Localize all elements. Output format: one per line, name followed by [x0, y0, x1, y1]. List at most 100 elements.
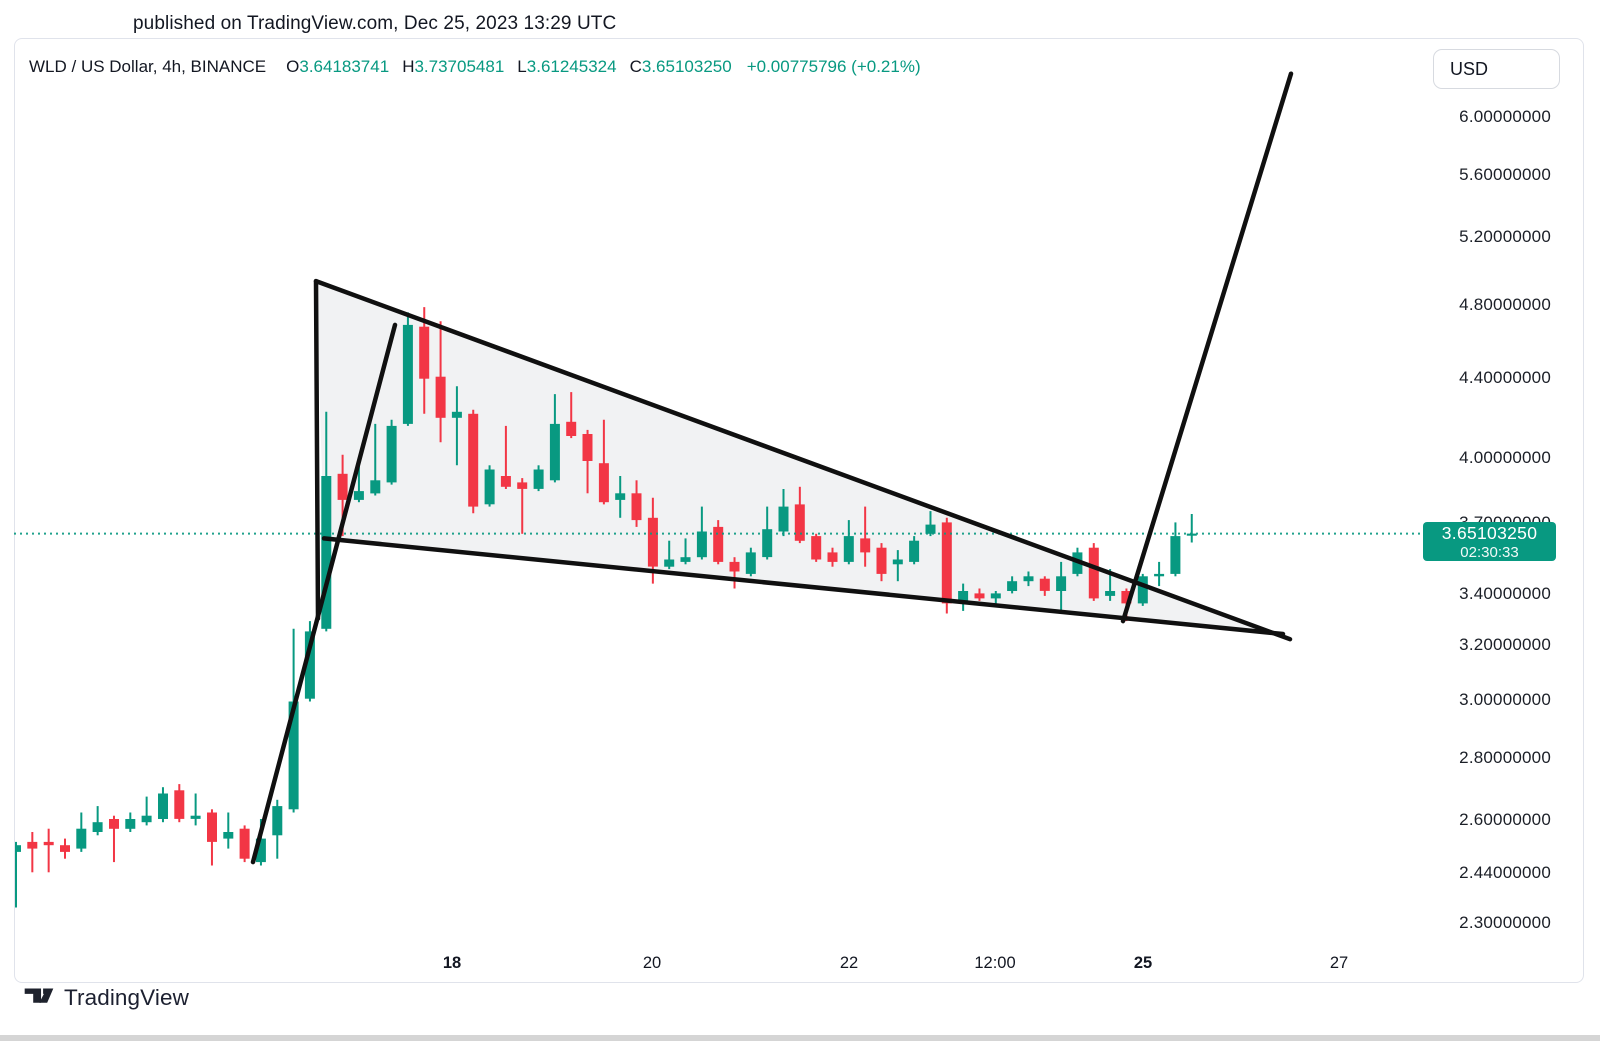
candle-body — [1137, 576, 1148, 604]
time-tick-label: 25 — [1133, 954, 1153, 972]
time-tick-label: 27 — [1329, 954, 1349, 972]
candle-body — [1186, 533, 1197, 536]
candle-body — [15, 845, 21, 852]
symbol-legend: WLD / US Dollar, 4h, BINANCE O3.64183741… — [29, 57, 921, 77]
tradingview-logo-text: TradingView — [64, 985, 189, 1010]
price-tick-label: 2.60000000 — [1459, 810, 1551, 829]
price-change: +0.00775796 (+0.21%) — [746, 57, 921, 76]
tradingview-logo-icon — [24, 988, 54, 1003]
candle-body — [1105, 591, 1116, 596]
time-tick-label: 18 — [442, 954, 462, 972]
ohlc-low: L3.61245324 — [517, 57, 617, 76]
candle-body — [1154, 573, 1165, 577]
candle-body — [794, 504, 805, 541]
candle-body — [1039, 578, 1050, 591]
candle-body — [288, 701, 299, 810]
candle-body — [451, 411, 462, 418]
candle-body — [158, 793, 168, 819]
bottom-strip — [0, 1035, 1600, 1041]
candle-body — [125, 819, 136, 829]
candle-body — [974, 593, 985, 599]
candle-body — [533, 469, 544, 489]
candle-body — [729, 561, 740, 572]
candle-body — [843, 536, 854, 562]
candle-body — [76, 828, 87, 849]
candle-body — [549, 423, 560, 481]
candle-body — [941, 522, 952, 604]
price-tick-label: 2.30000000 — [1459, 913, 1551, 932]
candle-body — [1007, 581, 1018, 591]
candle-body — [582, 434, 593, 461]
ohlc-open: O3.64183741 — [286, 57, 390, 76]
price-tick-label: 4.00000000 — [1459, 448, 1551, 467]
candle-body — [598, 463, 609, 503]
candle-body — [500, 476, 511, 487]
candle-body — [615, 493, 626, 500]
candle-body — [811, 536, 822, 560]
candle-body — [778, 506, 789, 532]
candle-body — [517, 482, 528, 489]
candle-body — [484, 469, 495, 505]
candle-body — [92, 822, 103, 832]
candle-body — [745, 552, 756, 574]
price-tick-label: 5.20000000 — [1459, 227, 1551, 246]
time-tick-label: 22 — [839, 954, 859, 972]
candle-body — [713, 526, 724, 562]
candle-body — [255, 838, 266, 863]
candle-body — [370, 480, 381, 494]
breakout-line — [1120, 71, 1294, 624]
last-price-label: 3.65103250 — [1441, 523, 1538, 543]
ohlc-high: H3.73705481 — [402, 57, 505, 76]
bar-countdown: 02:30:33 — [1460, 543, 1519, 561]
candle-body — [762, 529, 773, 558]
flagpole-line — [250, 322, 398, 865]
pennant-left-edge — [313, 278, 321, 621]
price-tick-label: 2.80000000 — [1459, 748, 1551, 767]
candle-body — [1088, 547, 1099, 599]
candle-body — [990, 593, 1001, 599]
candle-body — [60, 845, 70, 852]
candle-body — [239, 828, 250, 859]
candle-body — [1121, 591, 1132, 604]
price-tick-label: 5.60000000 — [1459, 165, 1551, 184]
candle-body — [631, 493, 642, 521]
candle-body — [190, 815, 201, 819]
candle-body — [1170, 536, 1181, 574]
candle-body — [680, 557, 691, 562]
ohlc-close: C3.65103250 — [629, 57, 732, 76]
time-tick-label: 12:00 — [974, 954, 1016, 972]
price-tick-label: 4.40000000 — [1459, 368, 1551, 387]
candle-body — [647, 517, 658, 567]
price-tick-label: 6.00000000 — [1459, 107, 1551, 126]
currency-button[interactable]: USD — [1433, 49, 1560, 89]
price-tick-label: 3.40000000 — [1459, 584, 1551, 603]
candle-body — [860, 538, 871, 553]
footer-brand: TradingView — [24, 985, 189, 1011]
candles-group — [15, 307, 1197, 908]
candle-body — [925, 524, 936, 534]
price-tick-label: 3.20000000 — [1459, 635, 1551, 654]
symbol-title[interactable]: WLD / US Dollar, 4h, BINANCE — [29, 57, 267, 76]
candle-body — [321, 476, 332, 629]
candle-body — [827, 552, 838, 562]
candle-body — [386, 425, 397, 483]
candle-body — [696, 531, 707, 558]
candle-body — [43, 841, 54, 846]
price-tick-label: 2.44000000 — [1459, 863, 1551, 882]
candle-body — [664, 559, 675, 567]
candle-body — [223, 832, 234, 839]
candle-body — [566, 421, 577, 436]
candle-body — [892, 559, 903, 565]
candle-body — [419, 326, 430, 379]
candle-body — [353, 491, 364, 500]
pennant-upper-line — [313, 278, 1293, 642]
candle-body — [109, 819, 119, 829]
candle-body — [876, 547, 887, 574]
candle-body — [468, 413, 479, 507]
candle-body — [272, 806, 283, 836]
candle-body — [207, 812, 217, 842]
candle-body — [304, 631, 315, 699]
candle-body — [1056, 576, 1067, 591]
